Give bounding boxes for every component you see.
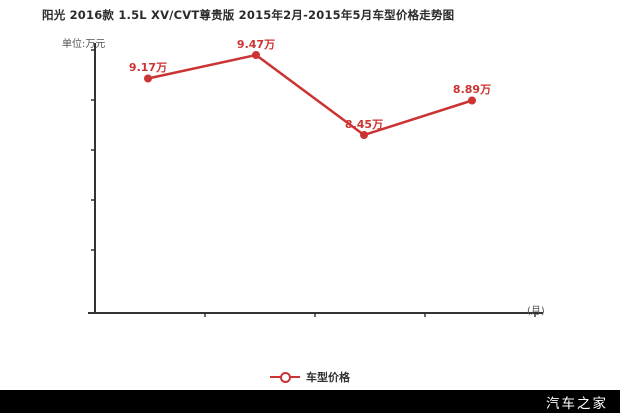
- data-point: [360, 131, 368, 139]
- brand-watermark: 汽车之家: [546, 395, 608, 412]
- price-trend-line: [147, 53, 473, 137]
- data-point-label: 8.45万: [344, 117, 384, 131]
- data-point: [144, 74, 152, 83]
- footer-bar: 汽车之家: [0, 390, 620, 413]
- legend-series-label: 车型价格: [306, 371, 350, 384]
- legend-line-dot-icon: [270, 371, 300, 383]
- data-point-label: 8.89万: [452, 83, 492, 97]
- data-point: [468, 96, 476, 105]
- y-axis-unit-label: 单位:万元: [62, 39, 106, 50]
- chart-title: 阳光 2016款 1.5L XV/CVT尊贵版 2015年2月-2015年5月车…: [42, 8, 455, 22]
- data-point-label: 9.17万: [128, 61, 168, 75]
- legend: 车型价格: [0, 368, 620, 386]
- x-axis-unit-label: (月): [527, 306, 545, 317]
- data-point: [252, 51, 260, 59]
- data-point-label: 9.47万: [236, 37, 276, 51]
